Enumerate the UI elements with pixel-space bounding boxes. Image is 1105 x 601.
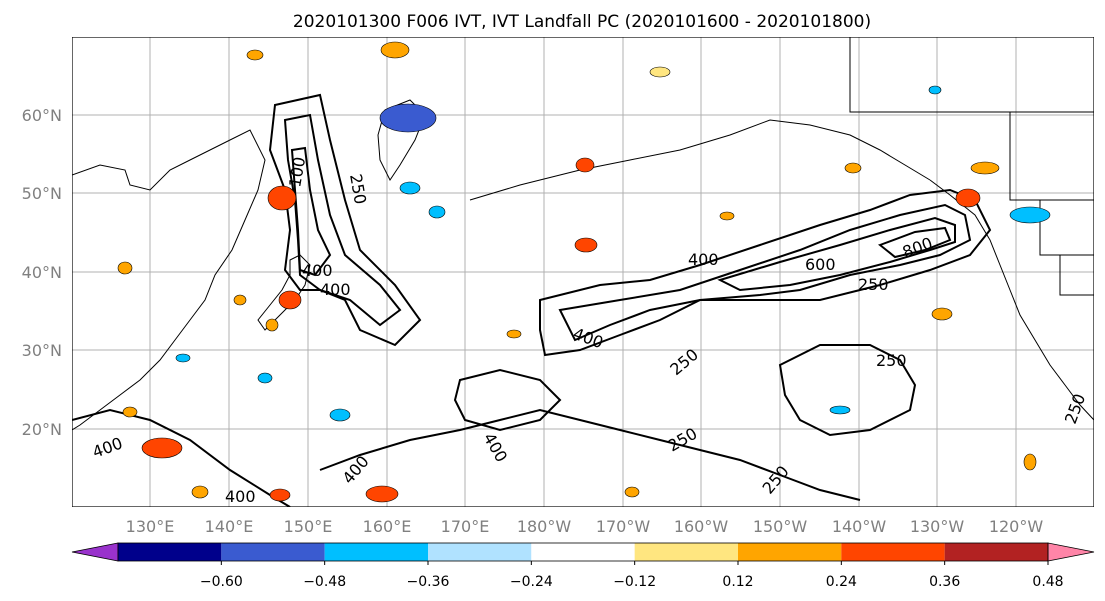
pc-patch [1023, 453, 1037, 471]
colorbar-tick-label: 0.48 [1032, 574, 1063, 590]
contour-label: 250 [858, 275, 889, 294]
pc-patch [233, 294, 247, 306]
pc-patch [955, 188, 981, 208]
colorbar-tick-label: 0.12 [722, 574, 753, 590]
colorbar-tick-label: 0.24 [826, 574, 857, 590]
pc-patch [970, 161, 1000, 175]
colorbar-tick-label: −0.12 [613, 574, 656, 590]
colorbar-segment [324, 543, 428, 561]
pc-patch [506, 329, 522, 339]
pc-patch [1009, 206, 1051, 224]
longitude-label: 140°E [205, 517, 254, 536]
longitude-label: 180°W [517, 517, 572, 536]
ivt-contour-pacific-250 [539, 188, 992, 357]
ivt-contour-kuroshio-600 [290, 146, 332, 277]
map-area: 100 250 400 400 400 600 800 250 400 250 … [72, 37, 1094, 507]
contour-label: 400 [225, 487, 256, 506]
coastlines [72, 37, 1094, 431]
pc-patch [380, 41, 410, 59]
pc-patch [365, 485, 399, 503]
colorbar-tick-label: −0.36 [407, 574, 450, 590]
pc-patch [267, 185, 297, 211]
pc-patch [844, 162, 862, 174]
latitude-label: 20°N [22, 420, 62, 439]
longitude-label: 120°W [989, 517, 1044, 536]
pc-patch [928, 85, 942, 95]
ivt-contour-northeast-pacific [778, 344, 917, 437]
colorbar-tick-label: −0.60 [200, 574, 243, 590]
pc-patch [399, 181, 421, 195]
colorbar-extend-high [1047, 542, 1095, 562]
colorbar-segment [738, 543, 842, 561]
ivt-contour-pacific-600 [717, 216, 956, 292]
pc-patch [719, 211, 735, 221]
pc-patch [649, 66, 671, 78]
borders [849, 37, 1094, 296]
colorbar: −0.60 −0.48 −0.36 −0.24 −0.12 0.12 0.24 0.36 0.4… [71, 542, 1095, 590]
longitude-label: 170°W [596, 517, 651, 536]
longitude-label: 150°W [753, 517, 808, 536]
north-america-coast [929, 179, 1094, 421]
longitude-label: 160°E [363, 517, 412, 536]
pc-patch [624, 486, 640, 498]
pc-patch [278, 290, 302, 310]
latitude-label: 50°N [22, 184, 62, 203]
colorbar-tick-label: 0.36 [929, 574, 960, 590]
pc-patch [191, 485, 209, 499]
pc-patch [141, 437, 183, 459]
pc-patch [117, 261, 133, 275]
longitude-label: 150°E [284, 517, 333, 536]
contour-label: 400 [302, 261, 333, 280]
pc-patch [574, 237, 598, 253]
pc-patch [269, 488, 291, 502]
latitude-label: 60°N [22, 106, 62, 125]
colorbar-segment [944, 543, 1048, 561]
ivt-contour-pacific-400 [558, 203, 972, 342]
colorbar-segment [118, 543, 222, 561]
colorbar-segment [428, 543, 532, 561]
ivt-contours [72, 93, 992, 507]
pc-patch [246, 49, 264, 61]
latitude-label: 40°N [22, 263, 62, 282]
longitude-label: 130°W [910, 517, 965, 536]
longitude-label: 170°E [441, 517, 490, 536]
colorbar-segment [221, 543, 325, 561]
longitude-labels: 130°E 140°E 150°E 160°E 170°E 180°W 170°W 160°W… [126, 517, 1044, 536]
pc-patch [428, 205, 446, 219]
pc-patch [122, 406, 138, 418]
colorbar-frame [117, 542, 1049, 562]
ivt-contour-southcentral [319, 408, 861, 501]
ivt-contour-pacific-800 [877, 226, 952, 259]
pc-patches [117, 41, 1051, 503]
colorbar-segment [634, 543, 738, 561]
ivt-contour-kuroshio-250 [268, 93, 422, 347]
latitude-label: 30°N [22, 341, 62, 360]
pc-patch [379, 103, 437, 133]
asia-coast [72, 129, 266, 431]
pc-patch [257, 372, 273, 384]
longitude-label: 140°W [832, 517, 887, 536]
pc-patch [829, 405, 851, 415]
pc-patch [329, 408, 351, 422]
colorbar-extend-low [71, 542, 119, 562]
pc-patch [575, 157, 595, 173]
longitude-label: 160°W [674, 517, 729, 536]
alaska-coast [469, 119, 931, 201]
colorbar-tick-label: −0.48 [303, 574, 346, 590]
latitude-labels: 60°N 50°N 40°N 30°N 20°N [22, 106, 62, 439]
longitude-label: 130°E [126, 517, 175, 536]
ivt-contour-south-loop [453, 368, 562, 432]
contour-label: 250 [876, 351, 907, 370]
figure-title: 2020101300 F006 IVT, IVT Landfall PC (20… [293, 12, 871, 32]
pc-patch [265, 318, 279, 332]
contour-label: 400 [320, 280, 351, 299]
contour-label: 400 [688, 250, 719, 269]
contour-label: 600 [805, 255, 836, 274]
pc-patch [931, 307, 953, 321]
colorbar-segment [531, 543, 635, 561]
colorbar-segment [841, 543, 945, 561]
pc-patch [175, 353, 191, 363]
colorbar-tick-label: −0.24 [510, 574, 553, 590]
